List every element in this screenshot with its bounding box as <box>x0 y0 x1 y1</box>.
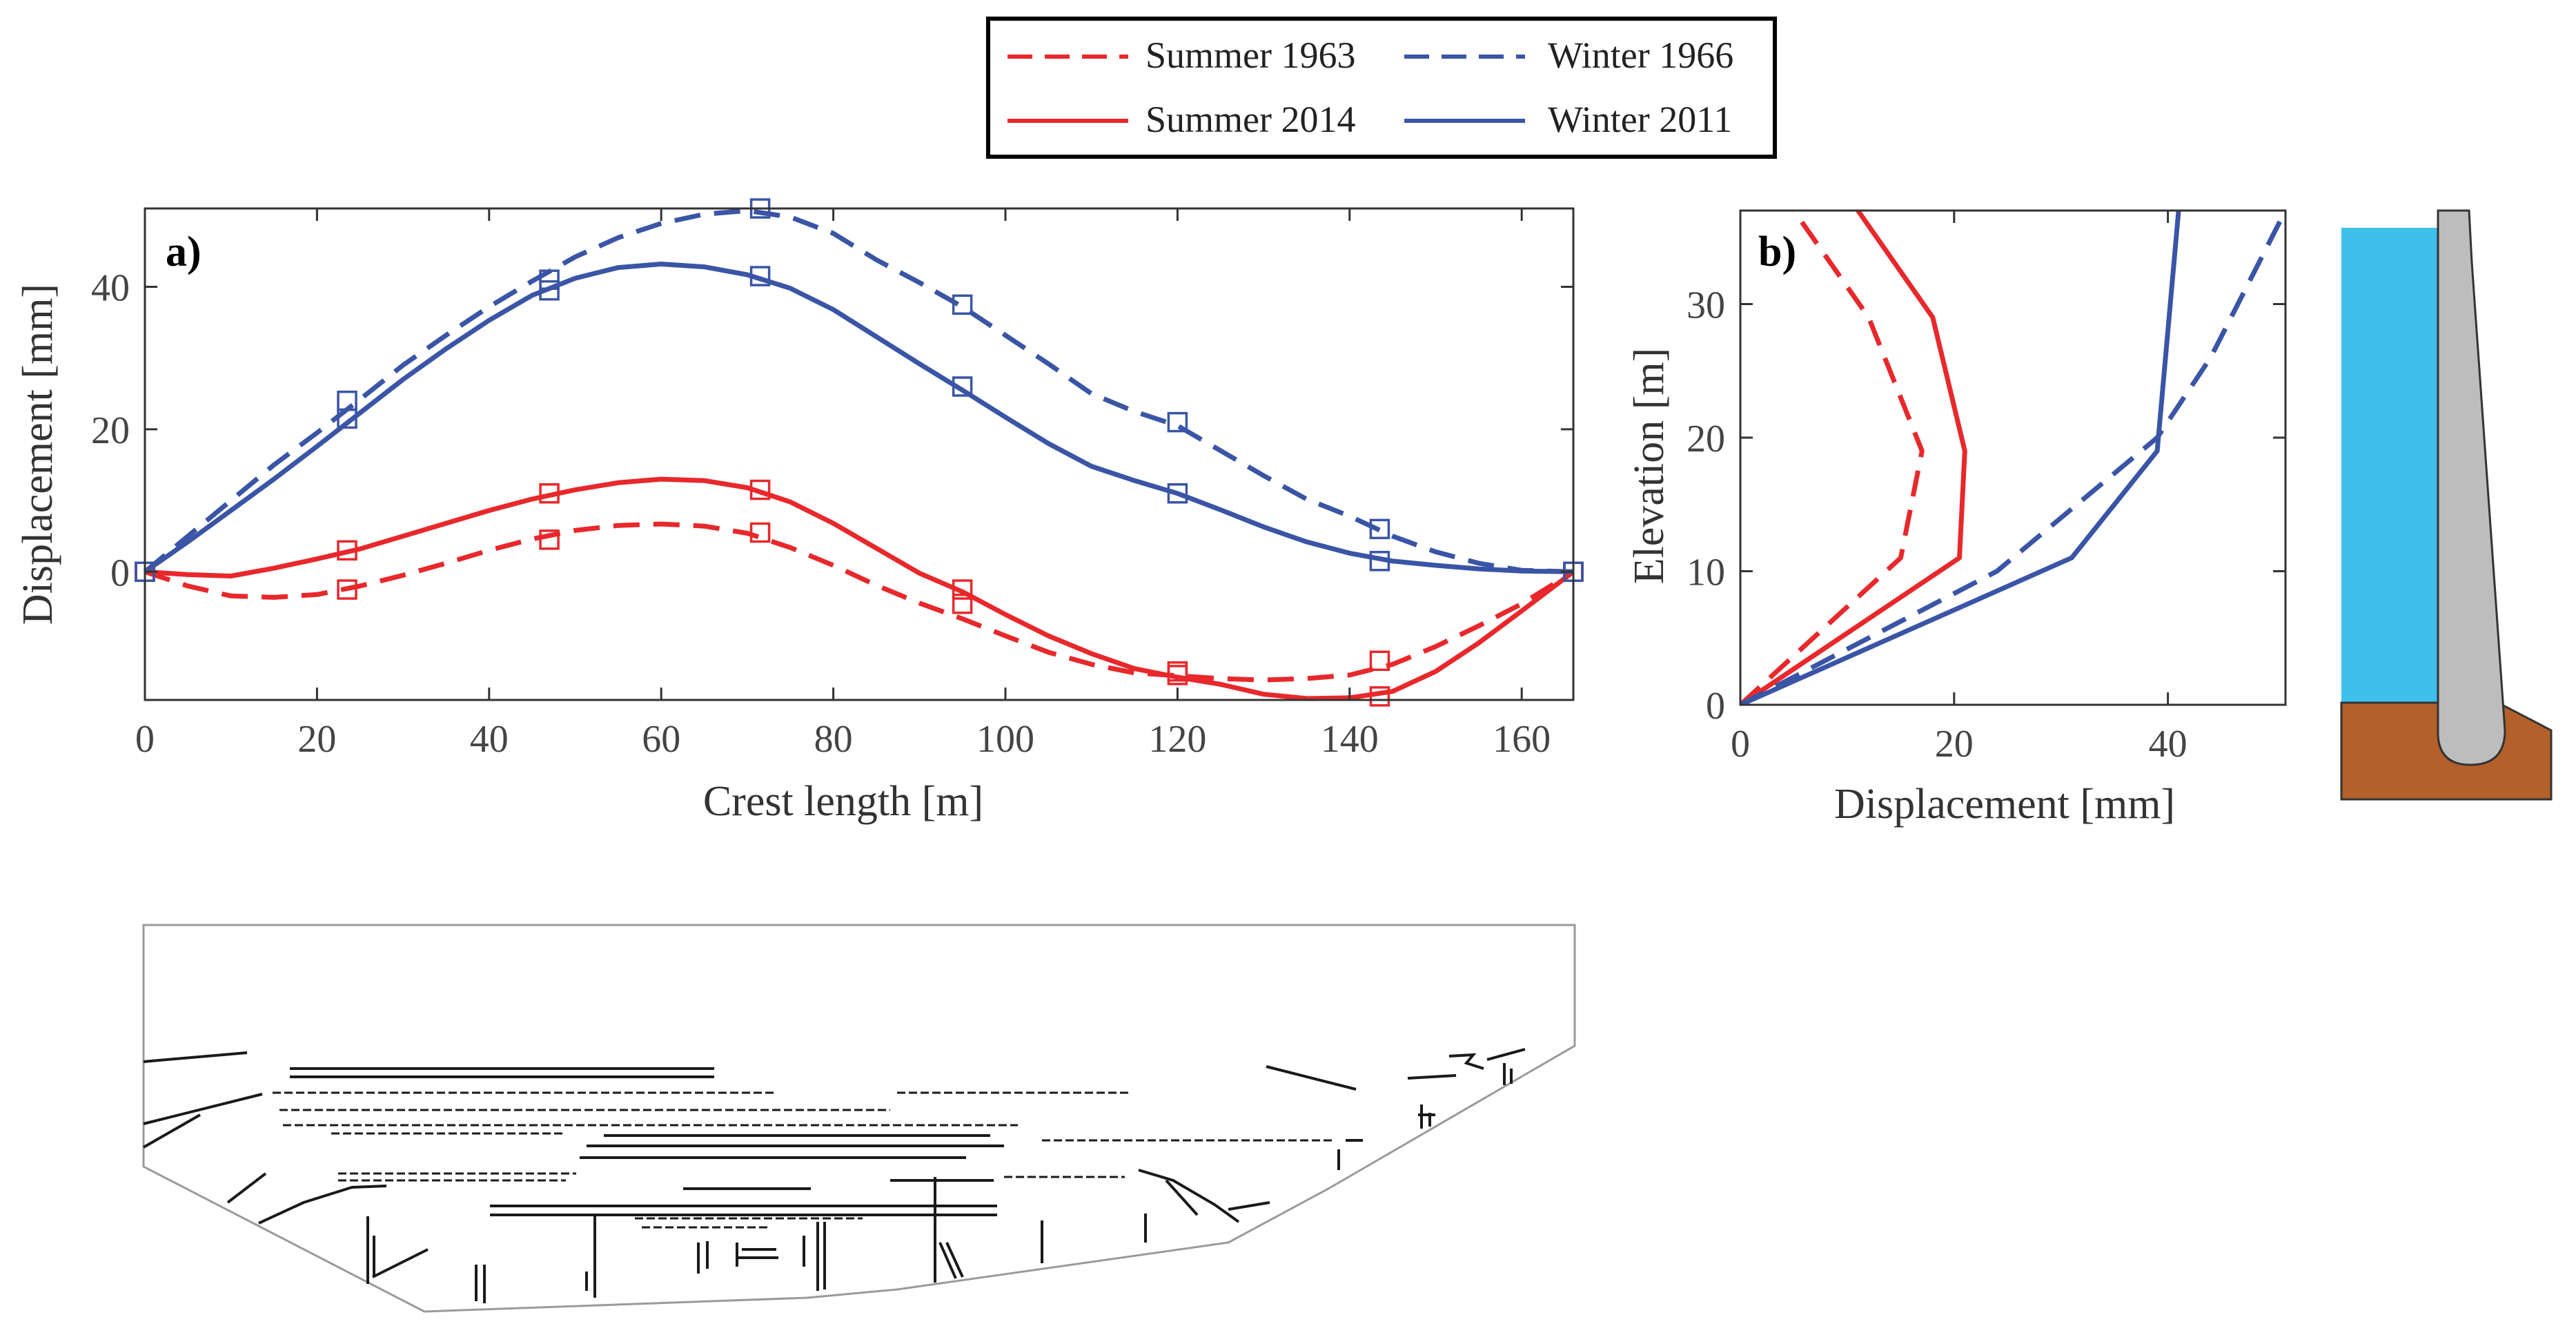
chart-a-panel-label: a) <box>166 228 201 275</box>
chart-a-axes-frame <box>144 207 1575 701</box>
dam-outline <box>142 924 1576 1313</box>
crack <box>143 1093 263 1125</box>
x-tick-label: 100 <box>976 718 1034 761</box>
data-point-winter-1966 <box>1369 518 1390 540</box>
x-tick-label: 20 <box>297 718 336 761</box>
data-point-summer-1963 <box>539 529 560 550</box>
x-tick-label: 0 <box>1731 723 1750 766</box>
data-point-winter-2011 <box>539 280 560 301</box>
series-line-winter-1966 <box>1740 211 2285 705</box>
crack <box>945 1242 964 1278</box>
chart-b: 0 20 40 0 10 20 30 b) Displacement [mm] Elevat… <box>1626 209 2287 828</box>
legend: Summer 1963 Winter 1966 Summer 2014 Wint… <box>986 17 1777 159</box>
crack <box>1448 1053 1484 1070</box>
data-point-summer-2014 <box>749 479 771 500</box>
data-point-winter-1966 <box>539 269 560 290</box>
x-tick-label: 160 <box>1493 718 1551 761</box>
x-tick-label: 20 <box>1935 723 1974 766</box>
data-point-summer-1963 <box>1369 650 1390 671</box>
series-line-summer-1963 <box>144 521 1575 683</box>
vertical-cracks <box>366 1063 1513 1303</box>
inclined-cracks <box>143 1048 1526 1278</box>
x-tick-label: 0 <box>135 718 155 761</box>
crack <box>1165 1179 1199 1216</box>
chart-b-series <box>1740 211 2285 705</box>
chart-a-series <box>143 208 1575 701</box>
data-point-winter-1966 <box>1167 411 1188 433</box>
x-tick-label: 40 <box>2149 723 2187 766</box>
crack <box>1228 1201 1270 1211</box>
dam-cross-section <box>2340 209 2553 801</box>
chart-b-panel-label: b) <box>1758 228 1796 275</box>
data-point-summer-2014 <box>1167 665 1188 685</box>
legend-box <box>986 17 1777 159</box>
x-tick-label: 80 <box>814 718 853 761</box>
data-point-winter-2011 <box>337 408 357 429</box>
crack-lines <box>143 1048 1526 1303</box>
chart-a-ylabel: Displacement [mm] <box>14 284 61 625</box>
x-tick-label: 60 <box>642 718 680 761</box>
legend-label-winter-1966: Winter 1966 <box>1548 35 1733 76</box>
dashed-cracks <box>273 1091 1332 1229</box>
reservoir-water <box>2341 228 2443 703</box>
crack <box>143 1113 201 1149</box>
data-point-summer-2014 <box>539 483 560 504</box>
dam-body <box>2437 209 2506 766</box>
chart-b-xlabel: Displacement [mm] <box>1834 781 2175 828</box>
series-line-summer-2014 <box>1740 211 1967 705</box>
crack <box>226 1172 267 1204</box>
crack <box>1407 1074 1457 1080</box>
crack <box>1486 1048 1526 1061</box>
legend-label-summer-2014: Summer 2014 <box>1146 99 1356 140</box>
x-tick-label: 140 <box>1321 718 1379 761</box>
series-line-winter-1966 <box>143 208 1574 574</box>
x-tick-label: 40 <box>470 718 509 761</box>
data-point-winter-2011 <box>1369 551 1390 572</box>
data-point-winter-2011 <box>749 266 771 286</box>
data-point-summer-1963 <box>952 593 973 614</box>
chart-b-ticks: 0 20 40 0 10 20 30 <box>1687 211 2285 766</box>
horizontal-cracks <box>290 1067 1363 1216</box>
data-point-summer-2014 <box>337 540 357 561</box>
data-point-winter-2011 <box>952 376 973 397</box>
data-point-summer-2014 <box>952 579 973 600</box>
data-point-winter-2011 <box>1167 483 1188 504</box>
crack <box>143 1051 248 1063</box>
data-point-winter-1966 <box>952 294 973 315</box>
chart-a-ticks: 0 20 40 60 80 100 120 140 160 0 20 40 <box>91 208 1573 761</box>
series-line-winter-2011 <box>1740 211 2181 705</box>
y-tick-label: 10 <box>1687 551 1725 594</box>
chart-a-xlabel: Crest length [m] <box>703 778 983 825</box>
series-line-winter-2011 <box>143 262 1574 574</box>
crack <box>372 1248 429 1278</box>
y-tick-label: 0 <box>1706 685 1725 728</box>
chart-a: 0 20 40 60 80 100 120 140 160 0 20 40 a) Crest leng… <box>14 198 1584 825</box>
legend-label-summer-1963: Summer 1963 <box>1146 35 1356 76</box>
y-tick-label: 20 <box>91 409 130 452</box>
chart-a-markers <box>135 198 1584 707</box>
series-line-summer-1963 <box>1740 211 1925 705</box>
crack <box>938 1242 957 1279</box>
crack <box>1266 1065 1357 1091</box>
data-point-summer-2014 <box>1369 686 1390 707</box>
x-tick-label: 120 <box>1148 718 1206 761</box>
chart-b-ylabel: Elevation [m] <box>1626 348 1673 585</box>
legend-label-winter-2011: Winter 2011 <box>1548 99 1732 140</box>
series-line-summer-2014 <box>144 476 1575 701</box>
y-tick-label: 0 <box>110 552 130 594</box>
chart-b-axes-frame <box>1739 209 2287 706</box>
y-tick-label: 40 <box>91 267 130 310</box>
y-tick-label: 20 <box>1687 418 1725 460</box>
data-point-summer-1963 <box>337 579 357 600</box>
crack <box>258 1185 387 1225</box>
crack-map <box>142 924 1576 1313</box>
y-tick-label: 30 <box>1687 284 1725 327</box>
crack <box>1138 1169 1240 1223</box>
data-point-summer-1963 <box>749 522 771 543</box>
